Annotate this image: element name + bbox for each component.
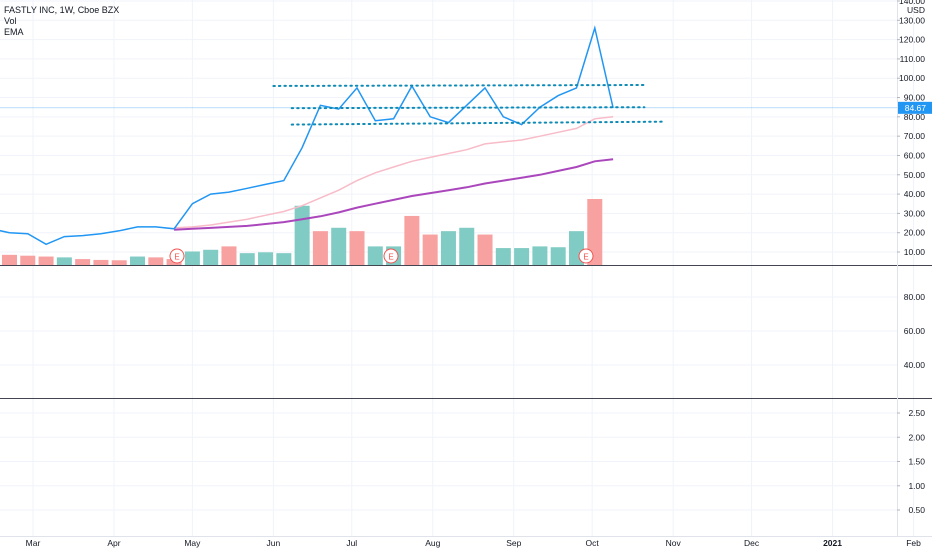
trendline-drawing[interactable] (290, 120, 664, 126)
volume-bar (514, 248, 530, 265)
price-axis-tick: 100.00 (899, 73, 925, 83)
volume-bar (38, 256, 54, 265)
price-axis-tick: 140.00 (899, 0, 925, 6)
volume-bar (1, 254, 17, 265)
earnings-marker-circle (383, 248, 399, 264)
volume-bar (587, 199, 603, 265)
pane3-axis-tick: 1.00 (908, 481, 925, 491)
time-axis-label: Jun (267, 538, 281, 548)
chart-legend: FASTLY INC, 1W, Cboe BZX Vol EMA (4, 5, 119, 38)
pane3-axis-tick: 1.50 (908, 457, 925, 467)
trendline-drawing[interactable] (290, 106, 646, 110)
time-axis-label: Dec (744, 538, 760, 548)
volume-bar (495, 248, 511, 265)
pane2-axis-tick: 80.00 (904, 292, 926, 302)
earnings-marker-label: E (174, 253, 179, 262)
volume-bar (440, 231, 456, 265)
price-axis-tick: 70.00 (904, 131, 926, 141)
trendline-drawing[interactable] (272, 83, 646, 87)
price-axis-tick: 110.00 (900, 54, 926, 64)
volume-bar (239, 253, 255, 265)
volume-bar (148, 257, 164, 265)
earnings-marker[interactable]: E (578, 248, 594, 264)
time-axis-label: Aug (425, 538, 440, 548)
last-price-label: 84.67 (905, 103, 927, 113)
earnings-marker-circle (169, 248, 185, 264)
price-axis-tick: 130.00 (899, 15, 925, 25)
price-axis-tick: 80.00 (904, 112, 926, 122)
time-axis-label: Jul (346, 538, 357, 548)
volume-bar (312, 231, 328, 265)
volume-bar (20, 255, 36, 265)
volume-bar (56, 257, 72, 265)
price-axis-tick: 40.00 (904, 189, 926, 199)
time-axis-label: Feb (906, 538, 921, 548)
volume-bar (349, 231, 365, 265)
ema-fast-line (174, 116, 614, 229)
pane3-axis-tick: 0.50 (908, 505, 925, 515)
pane2-axis-tick: 40.00 (904, 360, 926, 370)
volume-bar (111, 260, 127, 265)
price-axis-tick: 10.00 (904, 247, 926, 257)
time-axis-label: Apr (107, 538, 120, 548)
volume-bar (221, 246, 237, 265)
pane3-axis-tick: 2.50 (908, 408, 925, 418)
volume-bar (258, 252, 274, 265)
volume-bar (331, 227, 347, 265)
volume-bar (93, 259, 109, 265)
price-line[interactable] (0, 25, 614, 246)
pane3-axis-tick: 2.00 (908, 432, 925, 442)
ema-slow-line (174, 158, 614, 231)
volume-bar (75, 259, 91, 265)
earnings-marker[interactable]: E (383, 248, 399, 264)
earnings-marker-circle (578, 248, 594, 264)
earnings-marker[interactable]: E (169, 248, 185, 264)
volume-bar (459, 227, 475, 265)
volume-bar (477, 234, 493, 265)
price-axis-tick: 30.00 (904, 208, 926, 218)
price-axis-tick: 50.00 (904, 170, 926, 180)
symbol-title[interactable]: FASTLY INC, 1W, Cboe BZX (4, 5, 120, 15)
volume-bar (294, 205, 310, 265)
earnings-marker-label: E (583, 253, 588, 262)
time-axis-label: May (184, 538, 201, 548)
volume-bar (367, 246, 383, 265)
time-axis-label: Mar (26, 538, 41, 548)
volume-bar (422, 234, 438, 265)
volume-bar (184, 251, 200, 265)
time-axis-label: Sep (506, 538, 521, 548)
ema-indicator-label[interactable]: EMA (4, 27, 24, 37)
price-axis-tick: 120.00 (899, 35, 925, 45)
price-axis-unit: USD (907, 5, 925, 15)
volume-bar (404, 215, 420, 265)
volume-bar (276, 253, 292, 265)
time-axis-label: 2021 (823, 538, 842, 548)
price-axis-tick: 60.00 (904, 150, 926, 160)
last-price-badge[interactable] (898, 101, 932, 114)
volume-bar (532, 246, 548, 265)
volume-bar (550, 247, 566, 265)
time-axis-label: Nov (666, 538, 682, 548)
price-axis-tick: 90.00 (904, 93, 926, 103)
volume-bar (203, 249, 219, 265)
price-axis-tick: 20.00 (904, 228, 926, 238)
pane2-axis-tick: 60.00 (904, 326, 926, 336)
earnings-marker-label: E (388, 253, 393, 262)
time-axis-label: Oct (586, 538, 600, 548)
volume-bar (130, 256, 146, 265)
volume-indicator-label[interactable]: Vol (4, 16, 17, 26)
